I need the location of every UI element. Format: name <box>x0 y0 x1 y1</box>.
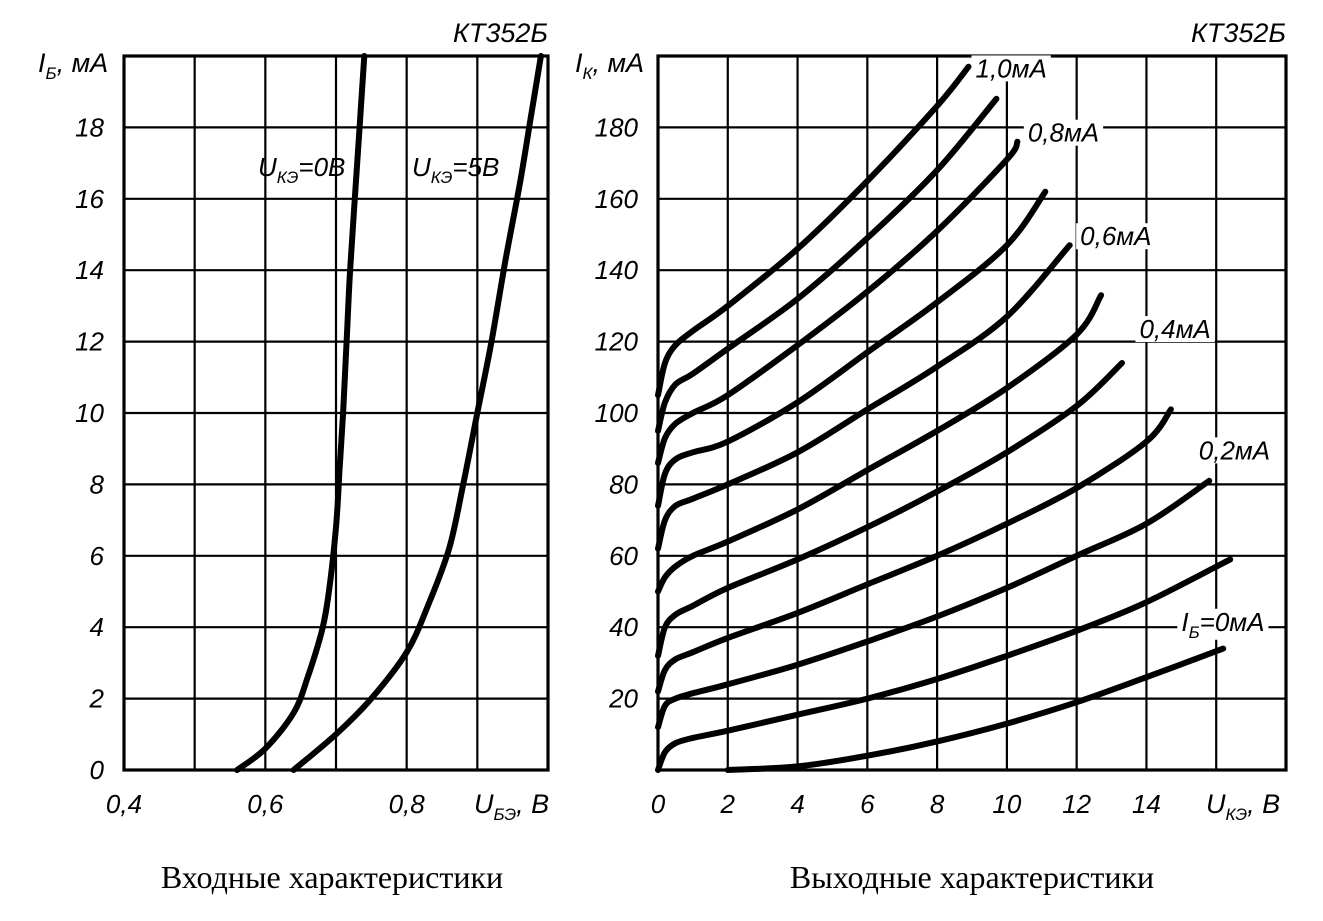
y-tick-label: 12 <box>75 327 104 357</box>
x-tick-label: 8 <box>930 789 945 819</box>
series-line <box>655 63 972 399</box>
device-model-label: КТ352Б <box>1191 18 1286 48</box>
curve-label: 0,8мА <box>1028 118 1099 148</box>
series-group <box>655 63 1234 773</box>
curve-label: 0,6мА <box>1080 221 1151 251</box>
curve-label: 0,4мА <box>1139 314 1210 344</box>
chart-caption: Выходные характеристики <box>790 859 1154 895</box>
y-axis-title: IК, мА <box>575 48 644 83</box>
series-line <box>290 53 544 773</box>
x-tick-label: 10 <box>992 789 1021 819</box>
y-axis-title: IБ, мА <box>38 48 108 83</box>
y-tick-label: 8 <box>90 469 105 499</box>
y-tick-label: 60 <box>609 541 638 571</box>
series-line <box>655 95 1000 434</box>
y-tick-label: 140 <box>595 255 639 285</box>
y-tick-label: 6 <box>90 541 105 571</box>
curve-label-background <box>1076 223 1156 250</box>
x-tick-label: 6 <box>860 789 875 819</box>
curve-label: IБ=0мА <box>1181 607 1264 642</box>
device-model-label: КТ352Б <box>453 18 548 48</box>
y-tick-label: 80 <box>609 469 638 499</box>
series-label: UКЭ=5В <box>412 152 499 187</box>
x-axis-title: UБЭ, В <box>474 789 549 824</box>
y-tick-label: 100 <box>595 398 639 428</box>
series-labels: 1,0мА 0,8мА 0,6мА 0,4мА 0,2мА IБ=0мА <box>971 53 1275 642</box>
x-tick-label: 2 <box>720 789 736 819</box>
y-tick-label: 14 <box>75 255 104 285</box>
plot-frame <box>122 54 550 772</box>
y-tick-label: 10 <box>75 398 104 428</box>
x-tick-label: 12 <box>1062 789 1091 819</box>
y-tick-label: 4 <box>90 612 104 642</box>
curve-label-background <box>1023 119 1104 146</box>
series-line <box>655 242 1073 552</box>
series-line <box>655 556 1234 773</box>
curve-label-background <box>971 55 1051 82</box>
chart-caption: Входные характеристики <box>161 859 503 895</box>
y-tick-label: 120 <box>595 327 639 357</box>
y-tick-label: 18 <box>75 112 104 142</box>
series-labels: UКЭ=0В UКЭ=5В <box>258 152 499 187</box>
series-line <box>655 360 1125 659</box>
series-line <box>655 138 1021 466</box>
series-line <box>655 477 1213 731</box>
series-line <box>724 645 1227 773</box>
series-line <box>655 406 1174 695</box>
curve-label: 0,2мА <box>1199 435 1270 465</box>
series-line <box>234 53 368 773</box>
input-characteristics-chart: 0 2 4 6 8 10 12 14 16 18 0,4 0,6 0,8 КТ352Б IБ, мА UБЭ,… <box>38 18 550 895</box>
y-tick-label: 180 <box>595 112 639 142</box>
series-line <box>655 292 1105 595</box>
curve-label: 1,0мА <box>975 53 1046 83</box>
y-tick-label: 16 <box>75 184 104 214</box>
series-label: UКЭ=0В <box>258 152 345 187</box>
x-tick-label: 0,8 <box>389 789 426 819</box>
y-tick-label: 40 <box>609 612 638 642</box>
y-tick-label: 2 <box>89 684 105 714</box>
y-tick-label: 20 <box>608 684 638 714</box>
x-tick-label: 0 <box>651 789 666 819</box>
y-tick-label: 0 <box>90 755 105 785</box>
y-tick-label: 160 <box>595 184 639 214</box>
x-axis-title: UКЭ, В <box>1206 789 1280 824</box>
x-tick-label: 4 <box>790 789 804 819</box>
x-tick-label: 0,4 <box>106 789 142 819</box>
x-tick-label: 0,6 <box>247 789 284 819</box>
curve-label-background <box>1177 608 1269 640</box>
curve-label-background <box>1135 316 1215 343</box>
curve-label-background <box>1194 437 1275 464</box>
series-group <box>234 53 544 773</box>
output-characteristics-chart: 20 40 60 80 100 120 140 160 180 0 2 4 6 8 10 12 14 КТ352Б… <box>575 18 1288 895</box>
x-tick-label: 14 <box>1132 789 1161 819</box>
series-line <box>655 188 1049 509</box>
